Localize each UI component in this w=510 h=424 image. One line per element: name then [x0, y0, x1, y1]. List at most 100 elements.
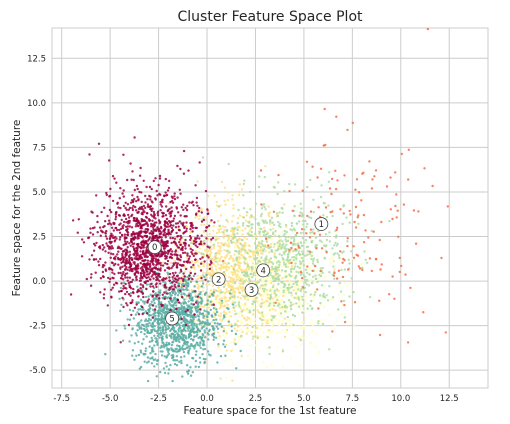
cluster-4-point: [284, 247, 287, 250]
cluster-4-point: [242, 194, 245, 197]
cluster-0-point: [146, 230, 149, 233]
cluster-3-point: [275, 297, 279, 300]
cluster-2-point: [212, 263, 216, 266]
cluster-2-point: [236, 287, 239, 290]
cluster-0-point: [191, 252, 194, 256]
cluster-5-point: [170, 294, 173, 297]
cluster-3-point: [237, 338, 240, 341]
cluster-5-point: [199, 342, 202, 345]
cluster-2-point: [238, 285, 241, 288]
cluster-0-point: [76, 231, 80, 234]
cluster-2-point: [255, 249, 259, 252]
cluster-4-point: [306, 250, 310, 253]
cluster-0-point: [183, 275, 186, 278]
cluster-0-point: [107, 245, 110, 248]
cluster-3-point: [311, 330, 314, 333]
cluster-4-point: [268, 352, 271, 356]
cluster-4-point: [281, 244, 284, 247]
cluster-1-point: [371, 178, 374, 181]
cluster-5-point: [153, 311, 157, 315]
cluster-1-point: [340, 300, 343, 303]
cluster-3-point: [252, 305, 255, 308]
cluster-4-point: [350, 277, 353, 280]
cluster-4-point: [287, 288, 290, 292]
cluster-5-point: [180, 321, 183, 324]
cluster-0-point: [168, 179, 171, 183]
cluster-3-point: [265, 296, 268, 299]
cluster-2-point: [220, 319, 224, 322]
cluster-0-point: [112, 277, 115, 280]
cluster-5-point: [157, 327, 160, 330]
cluster-2-point: [251, 337, 254, 341]
cluster-0-point: [90, 254, 94, 257]
cluster-3-point: [317, 276, 321, 280]
cluster-0-point: [157, 183, 160, 187]
cluster-5-point: [139, 365, 143, 369]
cluster-4-point: [277, 282, 280, 286]
centroid-label: 3: [249, 286, 254, 296]
cluster-0-point: [103, 206, 106, 209]
cluster-4-point: [288, 262, 291, 265]
cluster-0-point: [192, 242, 195, 245]
cluster-2-point: [266, 300, 269, 303]
cluster-3-point: [308, 322, 312, 325]
cluster-2-point: [248, 229, 251, 233]
cluster-4-point: [264, 208, 267, 211]
cluster-2-point: [230, 287, 233, 290]
cluster-5-point: [189, 333, 192, 336]
cluster-0-point: [170, 210, 174, 213]
cluster-3-point: [222, 255, 225, 259]
cluster-4-point: [241, 248, 244, 251]
cluster-4-point: [236, 222, 239, 225]
cluster-4-point: [256, 336, 259, 340]
cluster-5-point: [235, 367, 238, 370]
cluster-5-point: [228, 292, 232, 295]
cluster-0-point: [141, 284, 145, 287]
cluster-2-point: [241, 314, 244, 317]
cluster-0-point: [179, 248, 183, 251]
cluster-1-point: [357, 265, 360, 268]
cluster-0-point: [169, 233, 172, 236]
cluster-4-point: [304, 219, 307, 223]
cluster-4-point: [292, 235, 296, 239]
cluster-0-point: [158, 297, 161, 300]
cluster-0-point: [168, 267, 171, 270]
cluster-1-point: [362, 241, 366, 244]
cluster-4-point: [274, 230, 277, 233]
cluster-4-point: [342, 205, 345, 208]
cluster-0-point: [133, 272, 137, 275]
cluster-4-point: [246, 265, 250, 268]
cluster-2-point: [228, 276, 231, 279]
cluster-2-point: [176, 238, 179, 241]
cluster-0-point: [199, 257, 202, 261]
cluster-1-point: [334, 187, 338, 191]
cluster-4-point: [320, 240, 323, 243]
cluster-3-point: [213, 308, 216, 312]
cluster-2-point: [269, 281, 273, 285]
cluster-4-point: [331, 214, 334, 218]
cluster-4-point: [232, 227, 235, 231]
cluster-2-point: [231, 194, 234, 197]
cluster-0-point: [176, 266, 179, 269]
cluster-0-point: [109, 277, 112, 281]
cluster-0-point: [171, 281, 174, 284]
cluster-1-point: [295, 231, 299, 235]
cluster-0-point: [108, 208, 112, 212]
cluster-1-point: [440, 256, 443, 260]
cluster-4-point: [299, 262, 302, 266]
cluster-0-point: [128, 257, 131, 260]
cluster-5-point: [203, 331, 207, 334]
cluster-0-point: [111, 268, 114, 272]
cluster-4-point: [285, 243, 288, 246]
cluster-2-point: [232, 241, 236, 244]
cluster-5-point: [150, 300, 153, 303]
cluster-5-point: [160, 344, 163, 347]
cluster-0-point: [139, 287, 142, 290]
cluster-4-point: [243, 249, 246, 252]
cluster-4-point: [306, 185, 309, 189]
cluster-5-point: [158, 306, 161, 309]
cluster-5-point: [153, 365, 156, 368]
cluster-5-point: [197, 293, 200, 296]
cluster-0-point: [123, 261, 126, 264]
cluster-5-point: [179, 336, 182, 340]
